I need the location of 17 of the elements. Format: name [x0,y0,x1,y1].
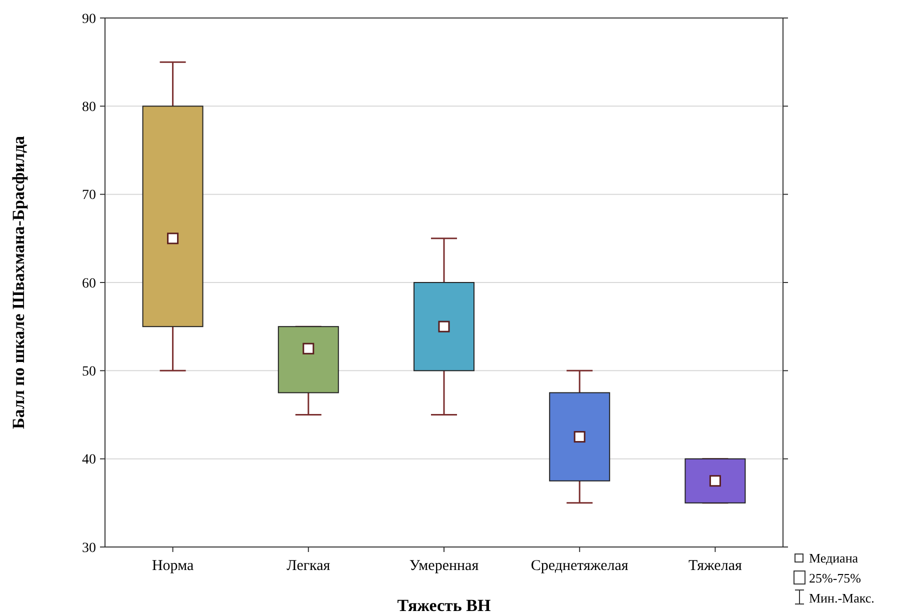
y-tick-label: 90 [82,12,96,27]
x-tick-label: Тяжелая [688,558,742,574]
y-tick-label: 80 [82,100,96,116]
x-tick-label: Легкая [286,558,330,574]
y-tick-label: 30 [82,540,96,556]
y-tick-label: 60 [82,276,96,292]
x-tick-label: Умеренная [409,558,479,574]
y-tick-label: 40 [82,452,96,468]
y-axis-title: Балл по шкале Швахмана-Брасфилда [9,135,28,430]
x-axis-title: Тяжесть ВН [397,596,491,615]
x-tick-label: Среднетяжелая [530,558,628,574]
text: Медиана [809,550,858,566]
x-tick-label: Норма [152,558,194,574]
y-tick-label: 50 [82,364,96,380]
text: 25%-75% [809,570,862,586]
text: Мин.-Макс. [809,590,874,606]
y-tick-label: 70 [82,188,96,204]
